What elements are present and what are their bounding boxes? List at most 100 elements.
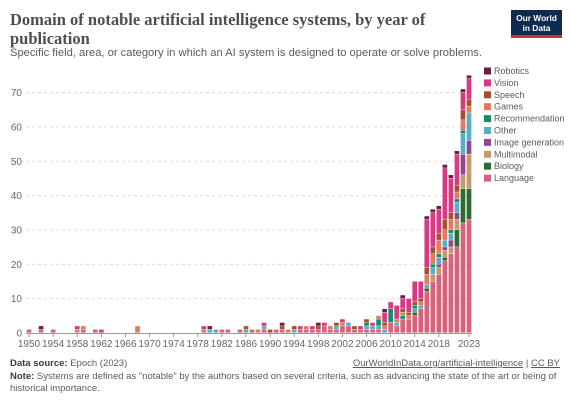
bar-language-1995 <box>297 329 303 333</box>
bar-other-2008 <box>376 326 381 330</box>
bar-games-2002 <box>340 322 345 326</box>
bar-speech-2021 <box>454 185 460 192</box>
x-tick-2023: 2023 <box>458 339 481 350</box>
legend: Robotics Vision Speech Games Recommendation O… <box>484 66 565 183</box>
bar-language-2020 <box>448 254 454 333</box>
y-tick-40: 40 <box>11 191 23 202</box>
bar-recommendation-2014 <box>412 305 418 309</box>
y-tick-0: 0 <box>16 329 22 340</box>
bar-games-2000 <box>328 326 333 330</box>
bar-image-generation-2020 <box>448 240 454 247</box>
bar-vision-1979 <box>201 326 207 330</box>
source-url-link[interactable]: OurWorldInData.org/artificial-intelligen… <box>352 358 524 369</box>
legend-label-image-generation: Image generation <box>494 137 564 147</box>
legend-swatch-speech <box>484 91 491 99</box>
x-tick-1986: 1986 <box>235 339 258 350</box>
bar-vision-1995 <box>297 326 303 330</box>
chart-subtitle: Specific field, area, or category in whi… <box>10 47 482 59</box>
logo-line-2: in Data <box>522 23 551 33</box>
bar-vision-2015 <box>418 281 424 299</box>
owid-logo[interactable]: Our World in Data <box>511 10 562 38</box>
bar-language-1998 <box>315 329 321 333</box>
bar-robotics-2009 <box>382 308 387 312</box>
bar-other-2015 <box>418 305 424 309</box>
bar-speech-2013 <box>406 312 412 316</box>
bar-vision-2012 <box>400 298 406 309</box>
bar-other-2019 <box>442 240 448 247</box>
license-link[interactable]: CC BY <box>530 358 560 369</box>
bar-language-1999 <box>321 326 327 333</box>
bar-image-generation-2018 <box>436 264 442 268</box>
bar-games-1993 <box>285 329 291 333</box>
y-tick-10: 10 <box>11 294 23 305</box>
x-tick-1970: 1970 <box>138 339 161 350</box>
bar-speech-2004 <box>352 326 357 330</box>
y-tick-60: 60 <box>11 122 23 133</box>
bar-vision-2022 <box>460 92 466 110</box>
bar-other-2003 <box>346 322 351 326</box>
x-tick-1966: 1966 <box>114 339 137 350</box>
bar-vision-2011 <box>394 305 400 319</box>
bar-robotics-1992 <box>279 322 285 326</box>
bar-vision-2017 <box>430 212 436 247</box>
bar-multimodal-2019 <box>442 250 448 258</box>
bar-language-2012 <box>400 319 406 333</box>
bar-multimodal-2021 <box>454 219 460 230</box>
bar-robotics-2022 <box>460 89 466 93</box>
bar-image-generation-2023 <box>466 140 472 155</box>
bar-language-1985 <box>237 329 243 333</box>
x-tick-1982: 1982 <box>211 339 234 350</box>
bar-recommendation-2017 <box>430 264 436 268</box>
bar-biology-2019 <box>442 257 448 261</box>
bar-other-2006 <box>364 326 369 330</box>
bar-biology-2023 <box>466 188 472 220</box>
bar-robotics-2020 <box>448 175 454 179</box>
bar-language-2022 <box>460 223 466 333</box>
bar-speech-1992 <box>279 326 285 330</box>
bar-language-1961 <box>92 329 98 333</box>
bar-language-2003 <box>346 326 351 333</box>
bar-games-2009 <box>382 326 387 330</box>
bar-robotics-2018 <box>436 205 442 209</box>
bar-language-2016 <box>424 291 430 333</box>
bar-games-1958 <box>74 329 80 333</box>
y-tick-70: 70 <box>11 88 23 99</box>
bar-recommendation-2012 <box>400 315 406 319</box>
legend-label-language: Language <box>494 173 534 183</box>
bar-speech-1994 <box>291 326 297 330</box>
legend-swatch-image-generation <box>484 138 491 146</box>
x-tick-1994: 1994 <box>283 339 306 350</box>
bar-vision-2002 <box>340 319 345 323</box>
bar-language-2023 <box>466 219 472 333</box>
bar-games-1959 <box>80 326 86 330</box>
legend-label-robotics: Robotics <box>494 66 530 76</box>
bar-language-2018 <box>436 274 442 333</box>
note-text: Systems are defined as "notable" by the … <box>10 371 557 394</box>
legend-label-recommendation: Recommendation <box>494 114 565 124</box>
legend-label-other: Other <box>494 126 517 136</box>
bar-language-1982 <box>219 329 225 333</box>
legend-label-biology: Biology <box>494 161 524 171</box>
bar-vision-2007 <box>370 322 375 326</box>
bar-other-1989 <box>261 326 267 330</box>
bar-other-2016 <box>424 284 430 288</box>
bar-speech-2009 <box>382 322 387 326</box>
bar-biology-2014 <box>412 312 418 316</box>
data-source-label: Data source: <box>10 358 68 369</box>
bar-robotics-2017 <box>430 209 436 213</box>
bar-other-1980 <box>207 329 213 333</box>
legend-swatch-multimodal <box>484 150 491 158</box>
data-source: Data source: Epoch (2023) <box>10 358 127 369</box>
bar-robotics-1980 <box>207 326 213 330</box>
bar-speech-2014 <box>412 302 418 306</box>
x-tick-2006: 2006 <box>355 339 378 350</box>
legend-label-games: Games <box>494 102 524 112</box>
bar-language-1987 <box>249 329 255 333</box>
bar-speech-2006 <box>364 319 369 323</box>
bar-other-1994 <box>291 329 297 333</box>
bar-recommendation-2021 <box>454 199 460 203</box>
bar-other-2009 <box>382 329 387 333</box>
y-tick-50: 50 <box>11 157 23 168</box>
